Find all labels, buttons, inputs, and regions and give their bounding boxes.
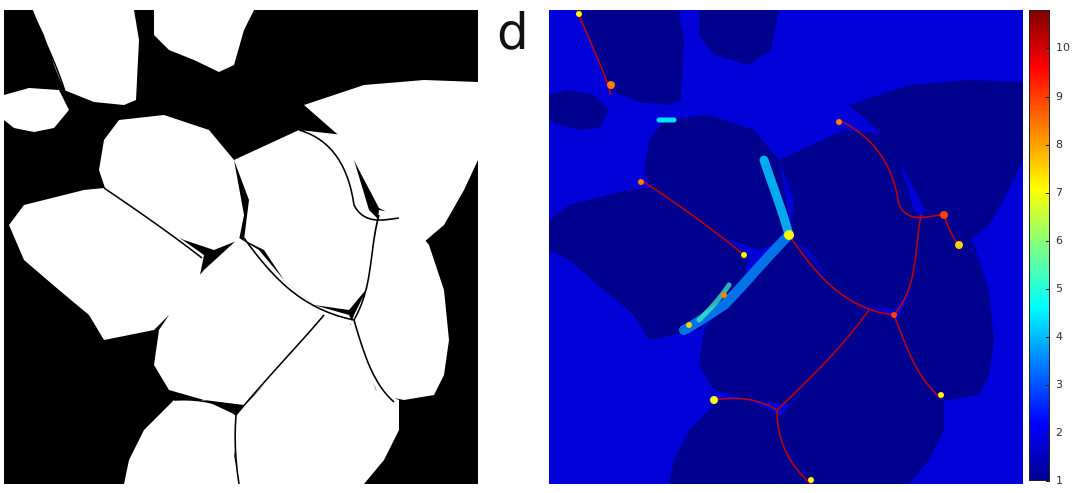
colorbar-tick-label: 9 (1056, 90, 1063, 103)
colorbar-tick-label: 1 (1056, 474, 1063, 487)
colorbar-tick-label: 5 (1056, 282, 1063, 295)
colorbar-tick-label: 8 (1056, 138, 1063, 151)
colorbar-tick-label: 6 (1056, 234, 1063, 247)
weight-map-image (549, 10, 1023, 484)
colorbar-tick-mark (1046, 481, 1050, 482)
colorbar-tick-mark (1046, 97, 1050, 98)
colorbar-tick-label: 10 (1056, 41, 1070, 54)
colorbar-tick-mark (1046, 433, 1050, 434)
colorbar-tick-mark (1046, 289, 1050, 290)
colorbar-tick-label: 4 (1056, 330, 1063, 343)
colorbar-tick-mark (1046, 145, 1050, 146)
colorbar-tick-label: 7 (1056, 186, 1063, 199)
colorbar-tick-mark (1046, 337, 1050, 338)
panel-label: d (497, 3, 529, 61)
colorbar (1029, 10, 1050, 481)
colorbar-tick-mark (1046, 385, 1050, 386)
colorbar-tick-mark (1046, 48, 1050, 49)
colorbar-tick-mark (1046, 241, 1050, 242)
colorbar-tick-label: 2 (1056, 426, 1063, 439)
colorbar-tick-label: 3 (1056, 378, 1063, 391)
segmentation-mask-image (4, 10, 478, 484)
colorbar-tick-mark (1046, 193, 1050, 194)
